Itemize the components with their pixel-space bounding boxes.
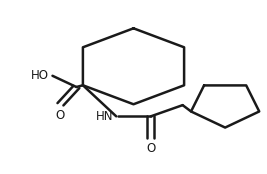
Text: O: O [56, 109, 65, 122]
Text: HN: HN [96, 110, 113, 123]
Text: O: O [146, 142, 155, 155]
Text: HO: HO [30, 69, 49, 82]
